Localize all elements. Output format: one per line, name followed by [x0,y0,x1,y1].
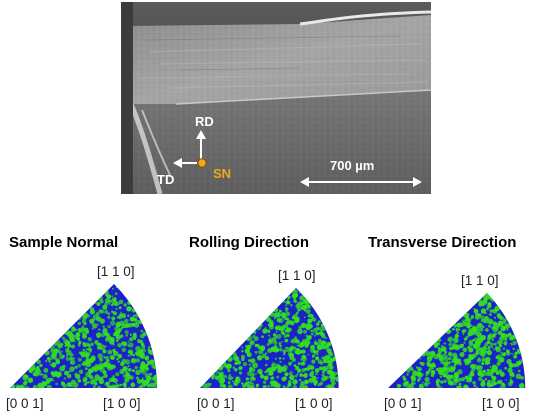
panel-title-transverse-direction: Transverse Direction [368,234,516,251]
td-label: TD [157,172,174,187]
ipf-map-sample-normal [10,284,158,388]
pole-label-100: [1 0 0] [295,396,333,411]
scale-bar: 700 µm [300,158,422,187]
rd-arrow-icon [196,130,206,139]
panel-title-sample-normal: Sample Normal [9,234,118,251]
sn-dot-icon [197,158,207,168]
pole-label-110: [1 1 0] [461,273,499,288]
pole-label-001: [0 0 1] [384,396,422,411]
sem-micrograph [121,2,431,194]
pole-label-100: [1 0 0] [482,396,520,411]
pole-label-110: [1 1 0] [97,264,135,279]
pole-label-001: [0 0 1] [6,396,44,411]
pole-label-110: [1 1 0] [278,268,316,283]
sn-label: SN [213,166,231,181]
pole-label-001: [0 0 1] [197,396,235,411]
pole-label-100: [1 0 0] [103,396,141,411]
panel-title-rolling-direction: Rolling Direction [189,234,309,251]
td-arrow-icon [173,158,182,168]
ipf-map-transverse-direction [388,293,526,388]
ipf-map-rolling-direction [200,288,339,388]
orientation-axes: RD TD SN [157,114,231,187]
rd-label: RD [195,114,214,129]
scale-right-arrow-icon [413,177,422,187]
scale-label: 700 µm [330,158,374,173]
scale-left-arrow-icon [300,177,309,187]
